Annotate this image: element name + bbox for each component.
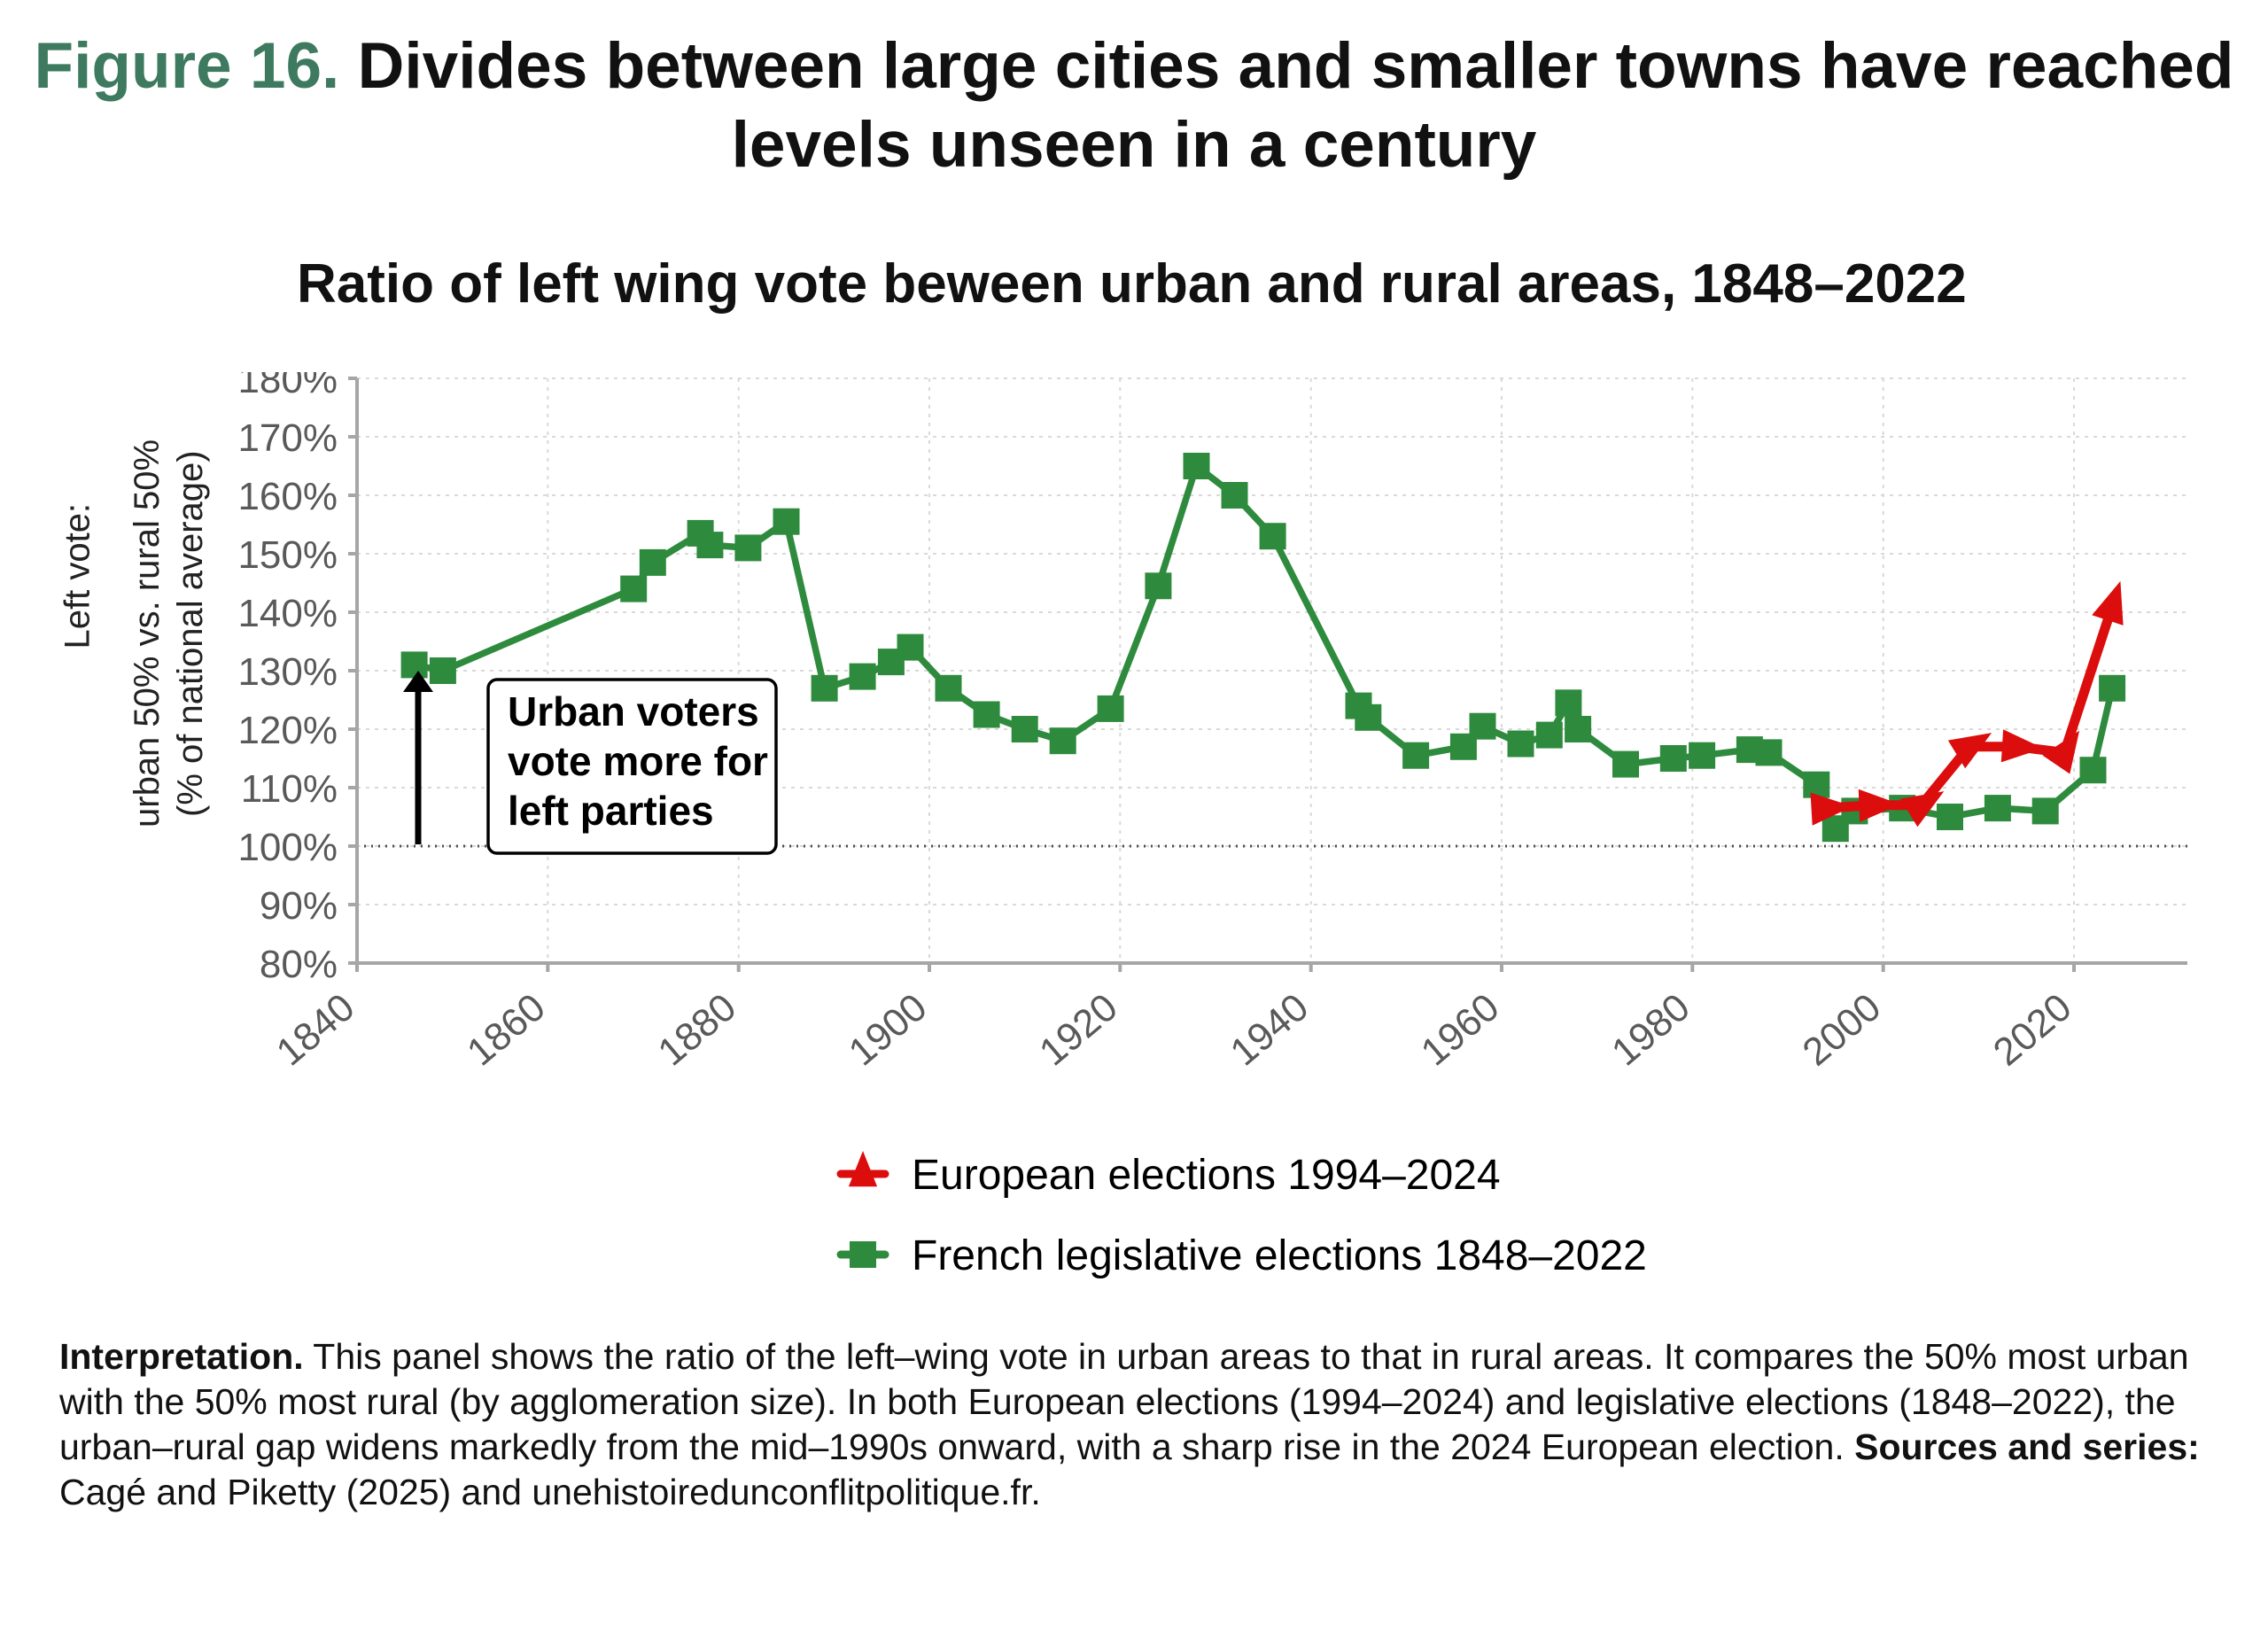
svg-text:80%: 80% xyxy=(260,943,338,986)
svg-text:160%: 160% xyxy=(237,475,338,518)
svg-text:180%: 180% xyxy=(237,372,338,401)
svg-text:1900: 1900 xyxy=(841,985,935,1074)
svg-text:left parties: left parties xyxy=(508,788,714,834)
svg-text:2000: 2000 xyxy=(1795,985,1889,1074)
svg-text:1940: 1940 xyxy=(1223,985,1317,1074)
svg-text:120%: 120% xyxy=(237,709,338,752)
svg-text:170%: 170% xyxy=(237,416,338,460)
svg-text:1860: 1860 xyxy=(459,985,553,1074)
svg-text:1840: 1840 xyxy=(268,985,362,1074)
svg-text:140%: 140% xyxy=(237,592,338,635)
svg-text:2020: 2020 xyxy=(1985,985,2079,1074)
svg-text:1960: 1960 xyxy=(1413,985,1507,1074)
svg-text:130%: 130% xyxy=(237,650,338,694)
svg-text:European elections 1994–2024: European elections 1994–2024 xyxy=(912,1152,1501,1199)
svg-text:Urban voters: Urban voters xyxy=(508,688,759,734)
svg-text:110%: 110% xyxy=(241,767,338,811)
svg-text:150%: 150% xyxy=(237,533,338,577)
svg-text:vote more for: vote more for xyxy=(508,738,768,784)
svg-text:100%: 100% xyxy=(237,826,338,869)
svg-text:1980: 1980 xyxy=(1604,985,1697,1074)
svg-text:French legislative elections 1: French legislative elections 1848–2022 xyxy=(912,1232,1647,1279)
svg-text:1880: 1880 xyxy=(650,985,744,1074)
svg-text:90%: 90% xyxy=(260,884,338,928)
svg-text:1920: 1920 xyxy=(1031,985,1125,1074)
